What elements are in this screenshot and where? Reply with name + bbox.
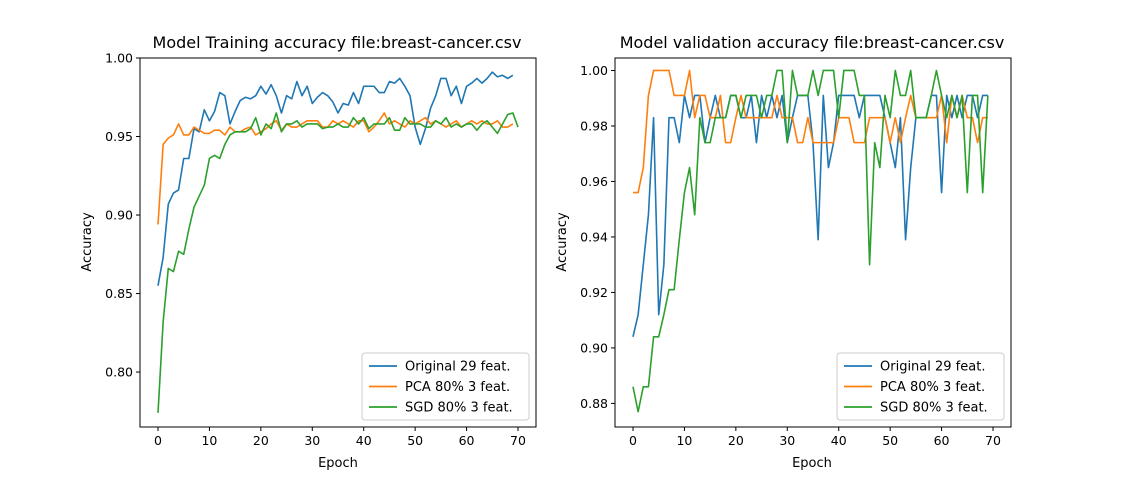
x-tick-label: 50 [407,433,423,448]
y-tick-label: 0.94 [580,229,608,244]
y-tick-label: 0.90 [105,208,133,223]
y-tick-label: 1.00 [580,63,608,78]
y-tick-label: 0.92 [580,285,608,300]
legend-box [361,352,530,421]
x-tick-label: 0 [629,433,637,448]
x-tick-label: 0 [154,433,162,448]
legend-box [836,352,1005,421]
x-tick-label: 60 [459,433,475,448]
training-accuracy-chart: Model Training accuracy file:breast-canc… [80,33,537,471]
legend-entry: SGD 80% 3 feat. [405,401,513,416]
y-axis-label: Accuracy [555,212,570,272]
series-line-2 [633,69,988,194]
y-axis-label: Accuracy [80,212,95,272]
chart-title: Model Training accuracy file:breast-canc… [153,33,522,52]
y-tick-label: 1.00 [105,51,133,66]
y-tick-label: 0.96 [580,174,608,189]
x-tick-label: 10 [201,433,217,448]
y-tick-label: 0.90 [580,340,608,355]
y-tick-label: 0.95 [105,129,133,144]
x-tick-label: 60 [934,433,950,448]
series-line-2 [157,112,514,225]
x-tick-label: 20 [253,433,269,448]
y-tick-label: 0.85 [105,286,133,301]
legend-entry: PCA 80% 3 feat. [405,380,510,395]
x-tick-label: 70 [510,433,526,448]
x-tick-label: 40 [356,433,372,448]
legend-entry: PCA 80% 3 feat. [880,380,985,395]
x-tick-label: 50 [882,433,898,448]
x-tick-label: 70 [985,433,1001,448]
plot-frame [139,57,537,428]
validation-accuracy-chart: Model validation accuracy file:breast-ca… [555,33,1012,471]
legend: Original 29 feat. PCA 80% 3 feat. SGD 80% … [836,352,1005,421]
chart-title: Model validation accuracy file:breast-ca… [620,33,1005,52]
legend-entry: Original 29 feat. [405,360,510,375]
x-tick-label: 10 [676,433,692,448]
y-tick-label: 0.98 [580,118,608,133]
x-tick-label: 20 [728,433,744,448]
x-axis-label: Epoch [318,456,358,471]
legend: Original 29 feat. PCA 80% 3 feat. SGD 80% … [361,352,530,421]
y-tick-label: 0.80 [105,365,133,380]
x-axis-label: Epoch [792,456,832,471]
plot-frame [614,57,1012,428]
x-tick-label: 30 [304,433,320,448]
x-tick-label: 30 [779,433,795,448]
legend-entry: Original 29 feat. [880,360,985,375]
series-line-3 [157,112,519,413]
series-line-1 [157,71,514,286]
series-line-3 [632,69,989,413]
y-tick-label: 0.88 [580,396,608,411]
legend-entry: SGD 80% 3 feat. [880,401,988,416]
x-tick-label: 40 [831,433,847,448]
